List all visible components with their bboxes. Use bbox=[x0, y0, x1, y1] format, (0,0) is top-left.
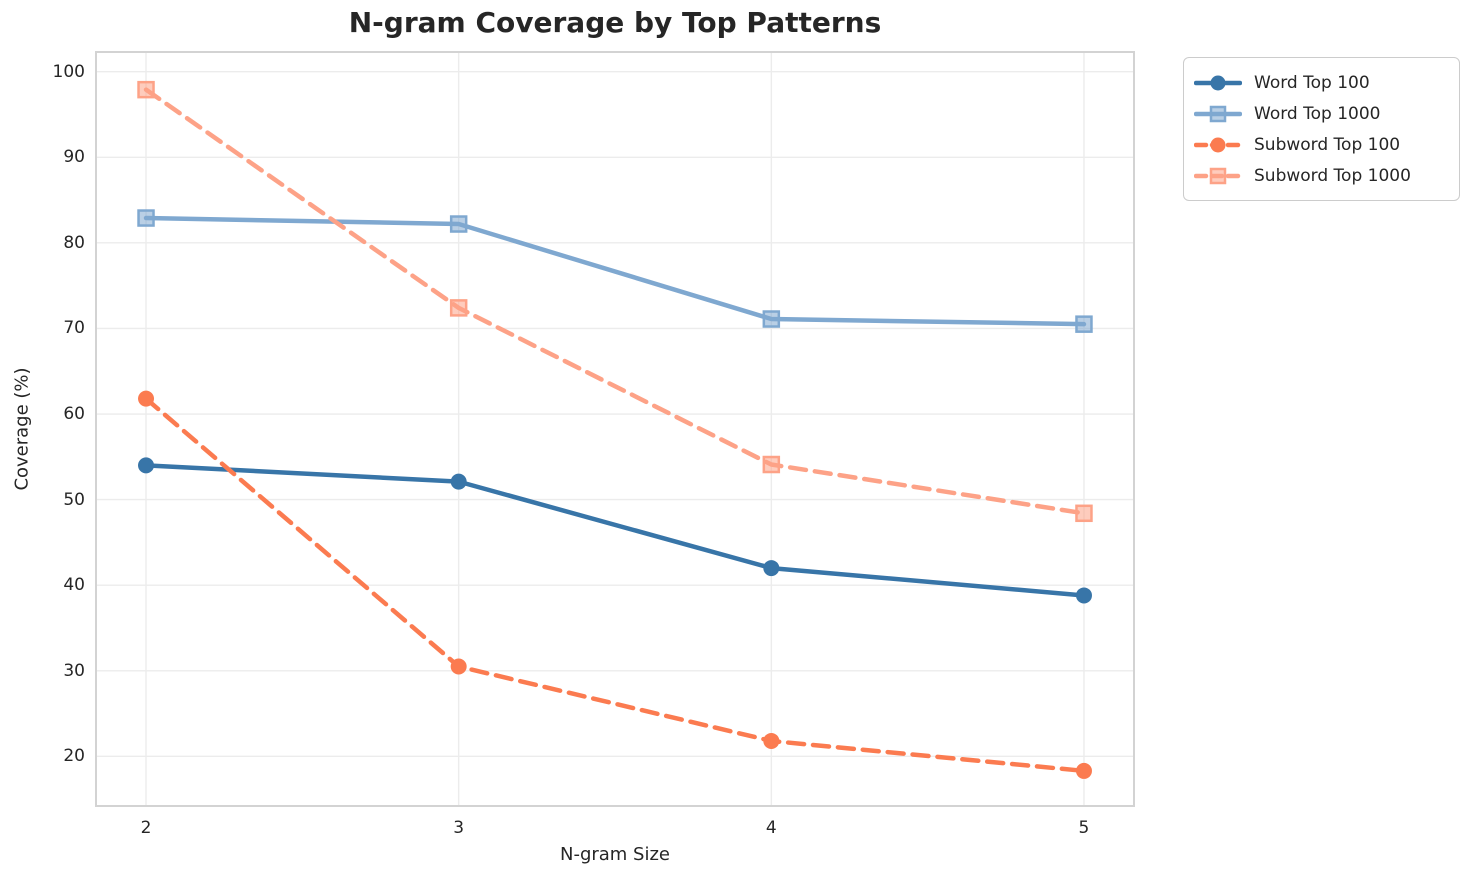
data-point-circle bbox=[138, 457, 155, 474]
y-tick-label: 20 bbox=[63, 746, 85, 767]
series-line bbox=[143, 396, 1087, 774]
y-tick-label: 50 bbox=[63, 489, 85, 510]
y-tick-label: 100 bbox=[52, 61, 85, 82]
data-point-circle bbox=[450, 658, 467, 675]
data-point-circle bbox=[763, 560, 780, 577]
data-point-circle bbox=[763, 732, 780, 749]
data-point-square bbox=[137, 209, 155, 227]
legend-label: Subword Top 1000 bbox=[1254, 165, 1411, 186]
legend-item: Word Top 100 bbox=[1194, 67, 1447, 98]
x-tick-label: 3 bbox=[453, 818, 465, 838]
series-line bbox=[143, 215, 1087, 327]
legend-marker-icon bbox=[1194, 137, 1242, 152]
data-point-square bbox=[449, 299, 468, 317]
x-tick-label: 5 bbox=[1078, 818, 1090, 838]
y-tick-label: 60 bbox=[63, 404, 85, 425]
series-line bbox=[143, 87, 1087, 516]
legend: Word Top 100 Word Top 1000 Subword Top 100… bbox=[1183, 57, 1460, 201]
data-point-square bbox=[762, 310, 781, 328]
legend-item: Subword Top 100 bbox=[1194, 129, 1447, 160]
legend-label: Word Top 1000 bbox=[1254, 103, 1381, 124]
data-point-circle bbox=[1075, 762, 1092, 779]
data-point-circle bbox=[138, 390, 155, 407]
x-axis-label: N-gram Size bbox=[559, 844, 671, 865]
legend-marker-icon bbox=[1194, 167, 1242, 184]
data-point-square bbox=[762, 455, 781, 474]
series-line bbox=[143, 463, 1087, 598]
legend-label: Subword Top 100 bbox=[1254, 134, 1401, 155]
chart-title: N-gram Coverage by Top Patterns bbox=[348, 6, 882, 39]
y-tick-label: 80 bbox=[63, 232, 85, 253]
legend-item: Subword Top 1000 bbox=[1194, 160, 1447, 191]
plot-border bbox=[95, 51, 1135, 807]
x-tick-label: 4 bbox=[765, 818, 777, 838]
data-point-circle bbox=[1075, 587, 1092, 604]
legend-marker-icon bbox=[1194, 75, 1242, 90]
data-point-circle bbox=[450, 473, 467, 490]
y-axis-label: Coverage (%) bbox=[11, 367, 33, 491]
y-tick-label: 90 bbox=[63, 147, 85, 168]
legend-item: Word Top 1000 bbox=[1194, 98, 1447, 129]
data-point-square bbox=[1075, 315, 1093, 333]
y-tick-label: 30 bbox=[63, 660, 85, 681]
y-tick-label: 40 bbox=[63, 575, 85, 596]
data-point-square bbox=[449, 215, 468, 233]
y-tick-label: 70 bbox=[63, 318, 85, 339]
x-tick-label: 2 bbox=[140, 818, 152, 838]
legend-label: Word Top 100 bbox=[1254, 72, 1370, 93]
legend-marker-icon bbox=[1194, 105, 1242, 122]
data-point-square bbox=[137, 80, 155, 99]
data-point-square bbox=[1075, 504, 1093, 523]
